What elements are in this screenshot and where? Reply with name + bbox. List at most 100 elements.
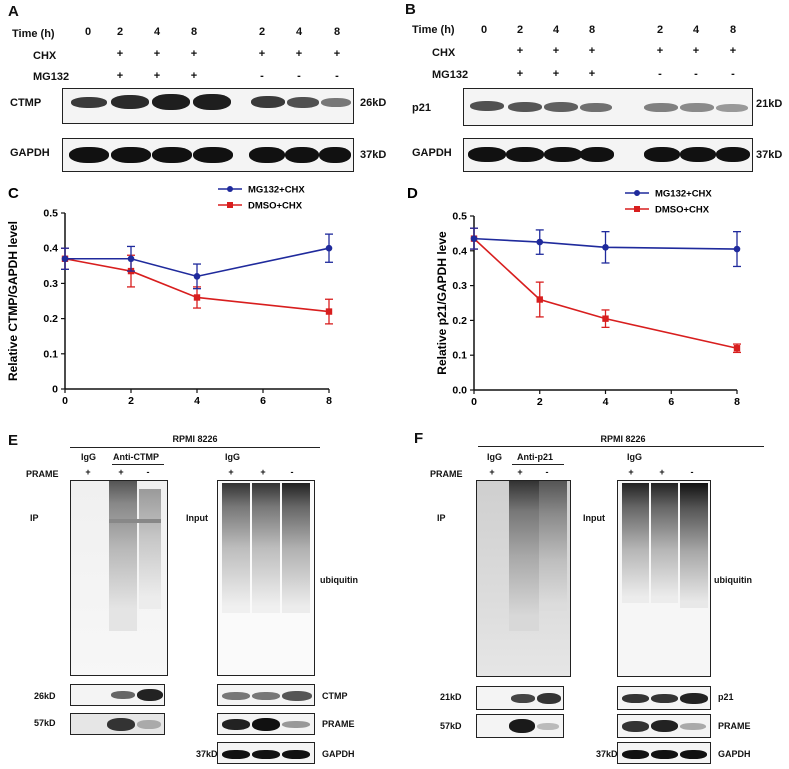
data-point [127,255,135,263]
a-time-value: 2 [116,26,124,38]
data-point [536,238,544,246]
a-chx-sign: + [258,48,266,60]
data-point [536,296,543,303]
a-mg132-sign: - [297,70,301,82]
e-size-gapdh: 37kD [196,749,218,759]
a-time-value: 4 [295,26,303,38]
f-cell-line: RPMI 8226 [600,434,646,444]
y-axis-label: Relative CTMP/GAPDH level [6,221,20,381]
e-cell-line: RPMI 8226 [172,434,218,444]
e-ip-sign: + [85,467,91,477]
b-time-value: 0 [480,24,488,36]
f-ip-sign: + [517,467,523,477]
data-point [602,315,609,322]
a-time-value: 4 [153,26,161,38]
a-time-value: 0 [84,26,92,38]
e-ip-prame-blot [70,713,165,735]
f-ip-label: IP [437,513,446,523]
b-mg132-sign: + [552,68,560,80]
f-input-p21-blot [617,686,711,710]
f-ip-sign: - [545,467,549,477]
b-chx-sign: + [516,45,524,57]
a-mg132-label: MG132 [33,71,70,83]
data-point [193,294,201,301]
e-prame-label: PRAME [26,469,59,479]
b-time-value: 8 [588,24,596,36]
b-gapdh-blot [463,138,753,172]
b-blot-p21-size: 21kD [756,98,783,110]
e-blot-gapdh-label: GAPDH [322,749,355,759]
a-blot-ctmp-size: 26kD [360,97,387,109]
legend-entry: DMSO+CHX [248,201,303,212]
b-mg132-sign: - [658,68,662,80]
f-input-sign: - [690,467,694,477]
b-chx-sign: + [552,45,560,57]
x-tick-label: 0 [471,396,477,408]
f-blot-gapdh-label: GAPDH [718,749,751,759]
data-point [325,308,333,315]
y-tick-label: 0.0 [452,385,467,397]
e-igg-label: IgG [81,452,96,462]
a-time-label: Time (h) [12,28,55,40]
y-tick-label: 0 [52,384,58,396]
f-ubiquitin-label: ubiquitin [714,575,752,585]
series-line-dmso-chx [473,238,738,350]
series-line-dmso-chx [64,257,330,313]
a-mg132-sign: + [153,70,161,82]
x-tick-label: 0 [62,395,68,407]
b-mg132-label: MG132 [432,69,469,81]
f-ip-prame-blot [476,714,564,738]
b-chx-sign: + [729,45,737,57]
y-axis-label: Relative p21/GAPDH leve [435,231,449,375]
y-tick-label: 0.3 [43,278,58,290]
f-igg-label: IgG [487,452,502,462]
e-blot-prame-label: PRAME [322,719,355,729]
e-ip-sign: - [146,467,150,477]
f-cell-line-rule [478,446,764,447]
e-ip-ubiquitin-blot [70,480,168,676]
f-blot-prame-label: PRAME [718,721,751,731]
e-input-ctmp-blot [217,684,315,706]
f-input-sign: + [628,467,634,477]
legend-marker [227,186,233,192]
panel-letter-c: C [8,185,19,202]
a-mg132-sign: + [190,70,198,82]
e-ip-ctmp-blot [70,684,165,706]
panel-letter-a: A [8,3,19,20]
e-ip-sign: + [118,467,124,477]
legend-marker [634,190,640,196]
chart-c: C00.10.20.30.40.502468Time (h)Relative C… [6,185,333,407]
e-input-ubiquitin-blot [217,480,315,676]
e-ubiquitin-label: ubiquitin [320,575,358,585]
chart-d: D0.00.10.20.30.40.502468Time (h)Relative… [407,185,741,408]
a-ctmp-blot [62,88,354,124]
a-time-value: 2 [258,26,266,38]
a-chx-sign: + [116,48,124,60]
e-anti-ctmp-label: Anti-CTMP [113,452,159,462]
series-line-mg132-chx [65,247,330,278]
f-input-sign: + [659,467,665,477]
x-tick-label: 2 [537,396,543,408]
b-time-label: Time (h) [412,24,455,36]
f-ip-sign: + [489,467,495,477]
y-tick-label: 0.1 [43,348,58,360]
x-tick-label: 4 [603,396,609,408]
x-tick-label: 4 [194,395,200,407]
x-tick-label: 2 [128,395,134,407]
f-anti-p21-label: Anti-p21 [517,452,553,462]
e-ip-label: IP [30,513,39,523]
data-point [193,273,201,280]
a-time-value: 8 [333,26,341,38]
a-mg132-sign: - [335,70,339,82]
f-ip-ubiquitin-blot [476,480,571,677]
e-input-prame-blot [217,713,315,735]
b-time-value: 2 [656,24,664,36]
a-chx-sign: + [190,48,198,60]
b-blot-p21-label: p21 [412,102,431,114]
b-time-value: 4 [692,24,700,36]
a-chx-sign: + [333,48,341,60]
f-prame-label: PRAME [430,469,463,479]
b-blot-gapdh-label: GAPDH [412,147,452,159]
data-point [602,244,609,251]
f-input-ubiquitin-blot [617,480,711,677]
